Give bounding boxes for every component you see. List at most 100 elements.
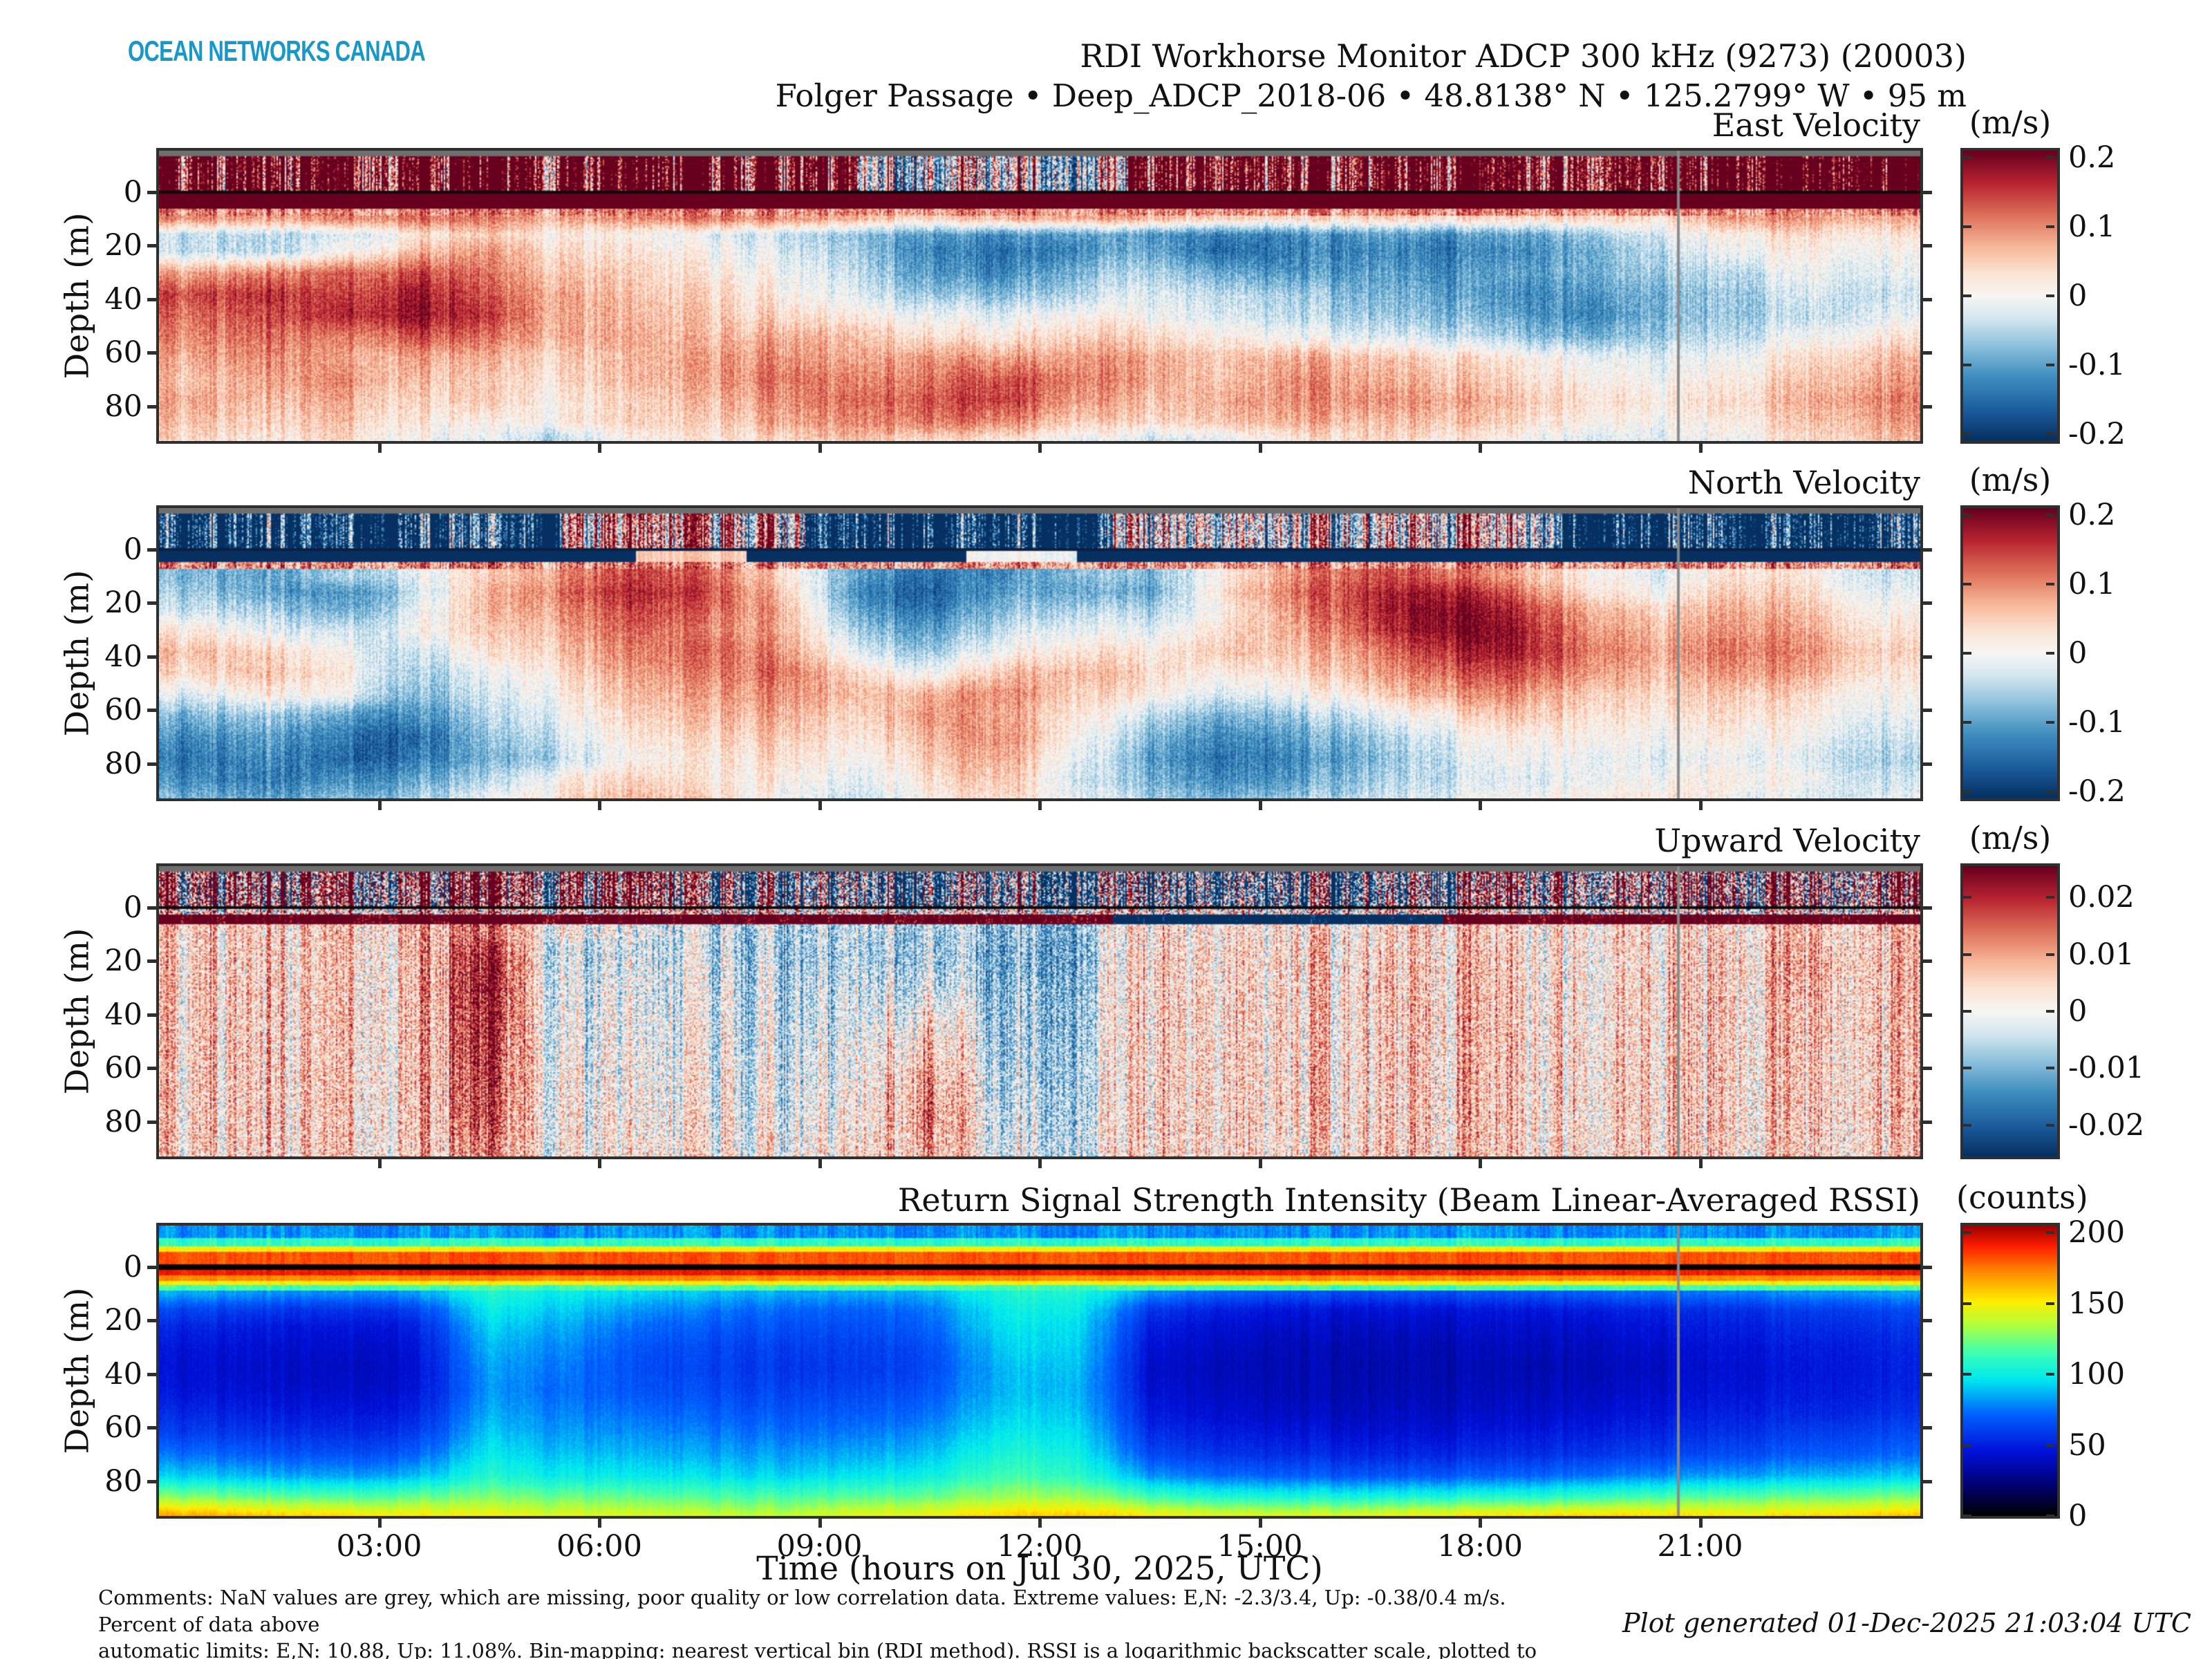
x-tick-mark	[818, 1159, 822, 1168]
colorbar-tick-mark	[1963, 1515, 1971, 1517]
colorbar-tick-label: -0.01	[2068, 1051, 2145, 1086]
panel-east-velocity: East Velocity Depth (m) (m/s) 0 20 40 60 80 0…	[0, 104, 2212, 453]
colorbar-tick-label: -0.2	[2068, 774, 2126, 809]
x-tick-mark	[598, 801, 601, 810]
colorbar-tick-label: 0.2	[2068, 140, 2116, 175]
panel-north-velocity: North Velocity Depth (m) (m/s) 0 20 40 60 80…	[0, 461, 2212, 810]
y-tick-mark-left	[147, 548, 156, 552]
y-tick-label: 0	[123, 1250, 142, 1284]
x-tick-label: 15:00	[1217, 1529, 1303, 1564]
y-tick-label: 60	[104, 693, 142, 728]
colorbar-tick-label: 0.1	[2068, 209, 2116, 244]
x-tick-mark	[818, 801, 822, 810]
y-tick-mark-left	[147, 244, 156, 248]
panel-title-north: North Velocity	[1687, 464, 1920, 501]
y-tick-mark-left	[147, 655, 156, 659]
x-axis-label: Time (hours on Jul 30, 2025, UTC)	[756, 1550, 1323, 1588]
y-tick-mark-right	[1923, 601, 1932, 606]
y-tick-mark-left	[147, 1372, 156, 1376]
y-tick-mark-right	[1923, 709, 1932, 713]
colorbar-tick-label: 0.2	[2068, 498, 2116, 532]
y-tick-label: 0	[123, 175, 142, 209]
colorbar-tick-label: 200	[2068, 1215, 2126, 1250]
upward-velocity-colorbar	[1963, 866, 2057, 1156]
y-tick-label: 0	[123, 890, 142, 925]
colorbar-tick-label: 0.1	[2068, 567, 2116, 601]
x-tick-mark	[598, 1159, 601, 1168]
x-tick-mark	[1258, 1159, 1262, 1168]
colorbar-tick-mark	[1963, 1010, 1971, 1013]
figure-subtitle: Folger Passage • Deep_ADCP_2018-06 • 48.…	[775, 77, 1967, 114]
plot-area-east	[156, 148, 1923, 444]
colorbar-tick-mark	[1963, 156, 1971, 159]
plot-area-upward	[156, 863, 1923, 1159]
y-tick-mark-left	[147, 959, 156, 964]
colorbar-tick-label: 0	[2068, 994, 2088, 1029]
y-tick-label: 80	[104, 746, 142, 781]
y-tick-label: 80	[104, 1104, 142, 1139]
x-tick-mark	[1038, 801, 1042, 810]
x-tick-label: 06:00	[556, 1529, 642, 1564]
y-tick-label: 40	[104, 281, 142, 317]
comments-line-2: automatic limits: E,N: 10.88, Up: 11.08%…	[98, 1639, 1537, 1659]
y-tick-mark-left	[147, 1319, 156, 1323]
y-tick-mark-right	[1923, 1067, 1932, 1071]
y-tick-mark-left	[147, 1120, 156, 1124]
x-tick-mark	[1038, 444, 1042, 453]
y-tick-label: 40	[104, 1356, 142, 1391]
colorbar-tick-mark	[2046, 1231, 2054, 1235]
y-tick-label: 0	[123, 532, 142, 567]
y-tick-mark-right	[1923, 297, 1932, 301]
x-tick-mark	[1038, 1519, 1042, 1528]
ocean-networks-canada-logo: OCEAN NETWORKS CANADA	[128, 35, 426, 67]
y-tick-label: 20	[104, 1303, 142, 1338]
x-tick-label: 03:00	[336, 1529, 422, 1564]
colorbar-tick-label: 0	[2068, 1499, 2088, 1533]
colorbar-unit-east: (m/s)	[1969, 104, 2052, 141]
y-tick-mark-right	[1923, 404, 1932, 409]
y-tick-mark-left	[147, 1013, 156, 1017]
y-tick-label: 80	[104, 388, 142, 424]
colorbar-tick-mark	[1963, 652, 1971, 655]
x-tick-mark	[1258, 444, 1262, 453]
y-tick-mark-left	[147, 351, 156, 355]
colorbar-tick-mark	[2046, 583, 2054, 585]
x-tick-mark	[1698, 1519, 1703, 1528]
panel-rssi: Return Signal Strength Intensity (Beam L…	[0, 1179, 2212, 1531]
x-tick-label: 12:00	[997, 1529, 1082, 1564]
y-tick-mark-left	[147, 191, 156, 194]
colorbar-tick-mark	[1963, 514, 1971, 516]
y-tick-mark-right	[1923, 1426, 1932, 1430]
panel-title-rssi: Return Signal Strength Intensity (Beam L…	[897, 1181, 1920, 1219]
colorbar-tick-mark	[2046, 294, 2054, 297]
plot-generated-timestamp: Plot generated 01-Dec-2025 21:03:04 UTC	[1622, 1608, 2191, 1638]
y-tick-mark-right	[1923, 959, 1932, 964]
colorbar-tick-mark	[1963, 583, 1971, 585]
north-velocity-colorbar	[1963, 508, 2057, 798]
x-tick-mark	[1698, 444, 1703, 453]
colorbar-rssi	[1960, 1223, 2060, 1519]
y-tick-label: 40	[104, 997, 142, 1032]
colorbar-tick-mark	[1963, 433, 1971, 435]
colorbar-tick-mark	[1963, 1443, 1971, 1447]
comments-line-1: Comments: NaN values are grey, which are…	[98, 1586, 1506, 1636]
y-tick-mark-left	[147, 1426, 156, 1430]
rssi-colorbar	[1963, 1226, 2057, 1516]
colorbar-tick-label: 0.02	[2068, 880, 2135, 915]
panel-upward-velocity: Upward Velocity Depth (m) (m/s) 0 20 40 60 8…	[0, 819, 2212, 1168]
rssi-heatmap	[159, 1226, 1920, 1516]
y-tick-label: 80	[104, 1463, 142, 1499]
colorbar-tick-mark	[2046, 225, 2054, 228]
colorbar-upward	[1960, 863, 2060, 1159]
y-tick-mark-right	[1923, 351, 1932, 355]
upward-velocity-heatmap	[159, 866, 1920, 1156]
colorbar-tick-label: -0.02	[2068, 1107, 2145, 1143]
north-velocity-heatmap	[159, 508, 1920, 798]
x-tick-mark	[598, 444, 601, 453]
colorbar-tick-label: 100	[2068, 1357, 2126, 1392]
colorbar-tick-mark	[2046, 721, 2054, 724]
colorbar-tick-mark	[1963, 953, 1971, 956]
colorbar-unit-rssi: (counts)	[1956, 1179, 2088, 1216]
y-tick-mark-right	[1923, 548, 1932, 552]
